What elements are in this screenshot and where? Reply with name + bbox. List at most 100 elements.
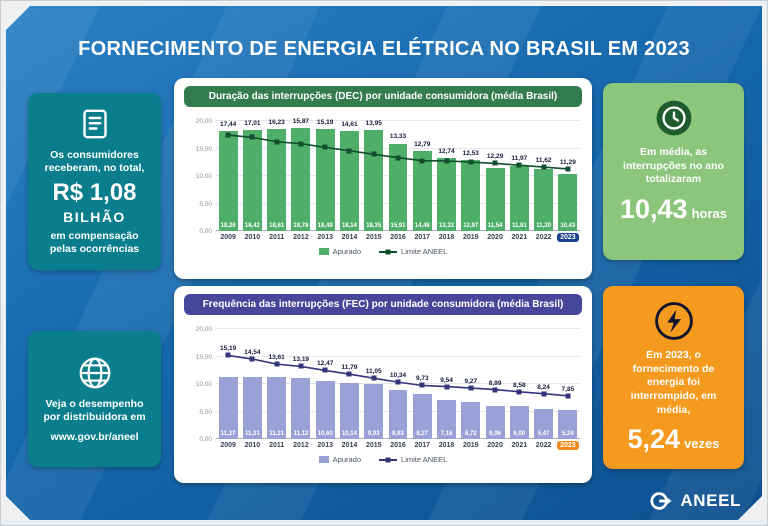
legend-line-marker (385, 457, 391, 462)
line-value-label: 14,61 (341, 121, 358, 129)
bar: 11,12 (291, 377, 311, 439)
x-axis-label: 2015 (362, 442, 386, 449)
fec-x-axis: 2009 2010 2011 2012 2013 2014 2015 2016 2017 2018… (216, 441, 580, 450)
line-value-label: 14,54 (244, 349, 261, 357)
bar-value-label: 18,61 (269, 223, 285, 229)
line-marker (322, 144, 328, 150)
x-axis-label: 2014 (337, 442, 361, 449)
line-value-label: 11,97 (511, 155, 528, 163)
year-label: 2010 (244, 234, 261, 241)
lightning-icon (654, 302, 693, 340)
bar-value-label: 11,12 (293, 431, 309, 437)
line-value-label: 8,58 (513, 381, 526, 389)
bar-value-label: 18,26 (220, 223, 236, 229)
bar-value-label: 18,49 (317, 223, 333, 229)
y-tick-label: 10,00 (195, 381, 212, 388)
line-marker (492, 160, 498, 166)
distributor-url-link[interactable]: www.gov.br/aneel (50, 430, 139, 443)
line-value-label: 8,99 (488, 379, 502, 387)
bar-value-label: 10,60 (317, 431, 333, 437)
bar-value-label: 18,35 (366, 223, 382, 229)
line-value-label: 17,01 (244, 119, 261, 127)
bar-value-label: 11,31 (245, 431, 260, 437)
bar: 8,27 (412, 393, 432, 439)
bar: 5,47 (534, 408, 554, 439)
compensation-amount: R$ 1,08 (52, 179, 137, 207)
x-axis-label: 2016 (386, 234, 410, 241)
bar-slot: 18,78 (289, 121, 313, 231)
y-tick-label: 20,00 (195, 118, 212, 125)
bar-slot: 18,61 (265, 121, 289, 231)
clock-icon (655, 99, 693, 137)
bar: 12,97 (461, 159, 481, 231)
x-axis-label: 2012 (289, 442, 313, 449)
bar-slot: 7,16 (434, 329, 458, 439)
legend-label: Apurado (332, 247, 362, 256)
bar: 18,14 (340, 131, 359, 231)
line-value-label: 15,19 (317, 119, 334, 127)
y-tick-label: 15,00 (195, 145, 212, 153)
line-marker (419, 382, 425, 388)
line-value-label: 11,05 (365, 368, 382, 376)
bar: 9,93 (364, 384, 384, 439)
year-label: 2019 (463, 442, 479, 449)
bar-slot: 5,47 (531, 329, 555, 439)
year-label: 2015 (365, 442, 382, 449)
x-axis-label: 2016 (386, 442, 410, 449)
legend-item-limite: Limite ANEEL (379, 455, 447, 464)
bar-slot: 18,26 (216, 121, 240, 231)
bar-value-label: 18,14 (341, 223, 357, 229)
legend-item-apurado: Apurado (318, 247, 362, 256)
line-value-label: 13,61 (268, 354, 285, 362)
bar: 11,81 (509, 166, 529, 231)
year-label: 2022 (535, 234, 552, 241)
bar-slot: 18,49 (313, 121, 337, 231)
fec-plot-area: 0,00 5,00 10,00 15,00 20,00 11,27 11,31 11,21 11… (196, 326, 580, 443)
fec-chart-title: Frequência das interrupções (FEC) por un… (184, 294, 582, 315)
compensation-intro: Os consumidores receberam, no total, (44, 149, 145, 175)
line-marker (322, 367, 328, 373)
bar-value-label: 11,27 (220, 431, 236, 437)
bar: 6,72 (461, 402, 481, 439)
bar-slot: 11,21 (265, 329, 289, 439)
legend-item-limite: Limite ANEEL (379, 247, 447, 256)
line-value-label: 13,19 (292, 356, 310, 364)
line-marker (274, 361, 280, 367)
fec-legend: Apurado Limite ANEEL (174, 455, 592, 464)
bar: 18,61 (267, 128, 287, 231)
compensation-card: Os consumidores receberam, no total, R$ … (28, 93, 161, 270)
line-marker (468, 385, 474, 391)
times-summary-card: Em 2023, o fornecimento de energia foi i… (603, 286, 744, 469)
line-marker (346, 371, 352, 377)
bar-slot: 11,54 (483, 121, 507, 231)
aneel-brand: ANEEL (649, 490, 741, 512)
bar-value-label: 9,93 (367, 431, 380, 437)
x-axis-label: 2009 (216, 442, 240, 449)
x-axis-label: 2023 (556, 233, 580, 242)
x-axis-label: 2011 (265, 442, 289, 449)
x-axis-label: 2013 (313, 442, 337, 449)
line-marker (492, 387, 498, 393)
line-value-label: 9,54 (440, 376, 453, 384)
bar: 11,21 (267, 377, 287, 439)
x-axis-label: 2014 (337, 234, 361, 241)
x-axis-label: 2020 (483, 234, 507, 241)
line-value-label: 12,53 (462, 149, 479, 157)
x-axis-label: 2010 (240, 234, 264, 241)
bar-value-label: 6,00 (513, 431, 526, 437)
x-axis-label: 2011 (265, 234, 289, 241)
line-value-label: 15,19 (219, 345, 237, 353)
dec-plot-area: 0,00 5,00 10,00 15,00 20,00 18,26 18,42 18,61 18… (196, 118, 580, 235)
line-marker (444, 384, 450, 390)
line-value-label: 13,33 (389, 133, 407, 141)
bar-value-label: 5,47 (537, 431, 550, 437)
line-marker (516, 162, 522, 168)
line-value-label: 12,74 (438, 147, 455, 155)
year-label: 2017 (414, 234, 431, 241)
hours-value: 10,43 (620, 193, 688, 224)
dec-chart-card: Duração das interrupções (DEC) por unida… (174, 78, 592, 279)
bar-value-label: 13,33 (439, 223, 455, 229)
line-marker (565, 393, 571, 399)
line-marker (444, 158, 450, 164)
